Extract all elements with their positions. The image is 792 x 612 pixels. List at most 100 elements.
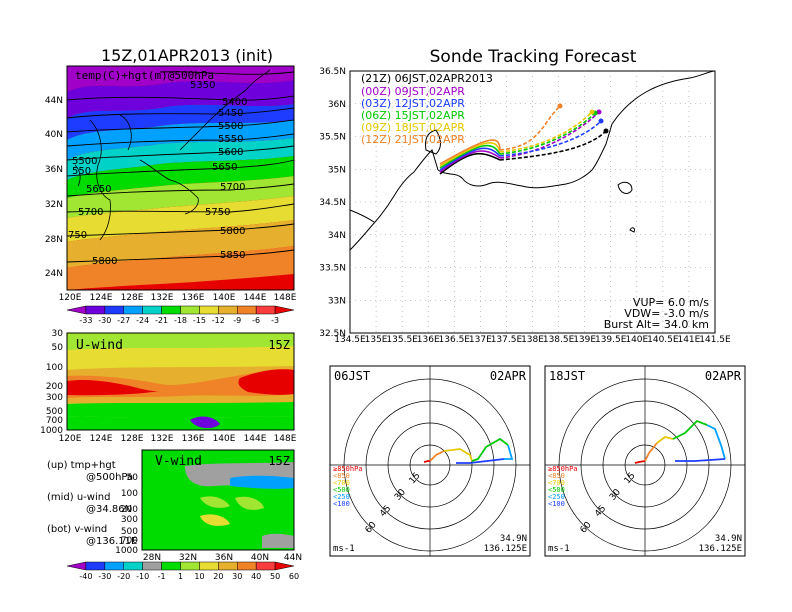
track-map: (21Z) 06JST,02APR2013 (00Z) 09JST,02APR …: [349, 70, 716, 334]
time-label: 18JST: [549, 369, 585, 383]
field-label: temp(C)+hgt(m)@500hPa: [75, 69, 214, 82]
run-label: (00Z) 09JST,02APR: [361, 85, 465, 98]
colorbar-swatch: [199, 305, 219, 315]
hodograph-segment: [644, 442, 658, 462]
lat-tick: 34.5N: [319, 198, 346, 208]
lon-tick: 124E: [90, 434, 113, 444]
run-label: (12Z) 21JST,02APR: [361, 133, 465, 146]
colorbar-label: -10: [136, 572, 149, 581]
hodograph-segment: [471, 437, 509, 462]
contour-label: 5350: [190, 80, 215, 91]
colorbar-label: -9: [233, 316, 241, 325]
track-ascent: [439, 144, 501, 169]
lat-tick: 36.5N: [319, 67, 346, 77]
lon-tick: 137E: [469, 335, 492, 345]
position-lat: 34.9N: [500, 534, 527, 544]
colorbar-label: -3: [271, 316, 279, 325]
note-line: @34.86N: [86, 504, 132, 515]
p-tick: 50: [127, 473, 139, 483]
p-tick: 300: [121, 515, 138, 525]
vwind-panel: V-wind 15Z: [141, 449, 295, 551]
uwind-lon-axis: 120E 124E 128E 132E 136E 140E 144E 148E: [59, 434, 297, 444]
level-legend: <850: [333, 472, 350, 480]
lat-tick: 35.5N: [319, 133, 346, 143]
lat-tick: 32.5N: [319, 329, 346, 339]
level-legend: <100: [333, 500, 350, 508]
hodograph-segment: [429, 450, 445, 462]
track-descent: [499, 130, 607, 161]
burst-point: [589, 109, 595, 115]
track-descent: [499, 105, 561, 151]
lon-tick: 144E: [244, 434, 267, 444]
lon-tick: 128E: [121, 293, 144, 303]
level-legend: ≥850hPa: [548, 465, 578, 473]
lon-tick: 136E: [182, 434, 205, 444]
vwind-time: 15Z: [268, 454, 290, 468]
track-ascent: [439, 142, 501, 167]
run-label: (06Z) 15JST,02APR: [361, 109, 465, 122]
lon-tick: 139.5E: [595, 335, 627, 345]
run-label: (09Z) 18JST,02APR: [361, 121, 465, 134]
vwind-p-axis: 50 100 200 300 500 700 1000: [115, 473, 138, 556]
lat-tick: 28N: [45, 235, 63, 245]
level-legend: <100: [548, 500, 565, 508]
p-tick: 1000: [40, 426, 63, 436]
lat-tick: 36N: [328, 100, 346, 110]
contour-label: 5700: [220, 182, 245, 193]
colorbar-swatch: [104, 305, 124, 315]
colorbar-label: 30: [232, 572, 242, 581]
contour-label: 550: [72, 166, 91, 177]
lat-tick: 33.5N: [319, 264, 346, 274]
colorbar-label: 40: [251, 572, 261, 581]
p-tick: 300: [46, 393, 63, 403]
hodograph-segment: [675, 458, 726, 462]
hodograph-segment: [656, 436, 674, 444]
track-ascent: [439, 153, 501, 175]
colorbar-swatch: [180, 305, 200, 315]
lon-tick: 148E: [274, 293, 297, 303]
lat-tick: 35N: [328, 165, 346, 175]
colorbar-label: 1: [178, 572, 183, 581]
track-ascent: [439, 139, 501, 165]
colorbar-swatch: [237, 305, 257, 315]
hodograph-segment: [672, 419, 708, 440]
vwind-label: V-wind: [155, 454, 202, 469]
colorbar-label: -20: [117, 572, 130, 581]
lon-tick: 137.5E: [491, 335, 523, 345]
level-legend: <700: [333, 479, 350, 487]
contour-label: 750: [68, 230, 87, 241]
colorbar-label: -40: [79, 572, 92, 581]
contour-label: 5650: [86, 184, 111, 195]
note-line: (up) tmp+hgt: [47, 460, 116, 471]
run-label: (21Z) 06JST,02APR2013: [361, 72, 493, 85]
lat-tick: 33N: [328, 296, 346, 306]
colorbar-swatch: [85, 305, 106, 315]
panel-notes: (up) tmp+hgt @500hPa (mid) u-wind @34.86…: [47, 460, 137, 547]
lon-tick: 140E: [213, 434, 236, 444]
burst-point: [603, 128, 609, 134]
position-lon: 136.125E: [699, 544, 742, 554]
colorbar-swatch: [255, 561, 276, 571]
uwind-p-axis: 30 50 100 200 300 500 700 1000: [40, 329, 63, 436]
lon-tick: 135E: [365, 335, 388, 345]
colorbar-swatch: [218, 561, 238, 571]
contour-label: 5500: [72, 156, 97, 167]
hodograph-segment: [504, 444, 514, 460]
lat-tick: 44N: [284, 553, 302, 563]
panel-title: 15Z,01APR2013 (init): [101, 46, 273, 65]
colorbar-label: -15: [193, 316, 206, 325]
contour-label: 5800: [220, 226, 245, 237]
lon-tick: 132E: [151, 293, 174, 303]
note-line: @136.11E: [86, 536, 137, 547]
colorbar-swatch: [237, 561, 257, 571]
uwind-time: 15Z: [268, 338, 290, 352]
colorbar-temperature: -33 -30 -27 -24 -21 -18 -15 -12 -9 -6 -3: [66, 305, 295, 325]
colorbar-label: -6: [252, 316, 260, 325]
level-legend: <850: [548, 472, 565, 480]
info-line: Burst Alt= 34.0 km: [604, 318, 709, 331]
burst-point: [598, 118, 604, 124]
colorbar-swatch: [104, 561, 124, 571]
lat-tick: 32N: [179, 553, 197, 563]
hodograph-segment: [443, 448, 473, 462]
